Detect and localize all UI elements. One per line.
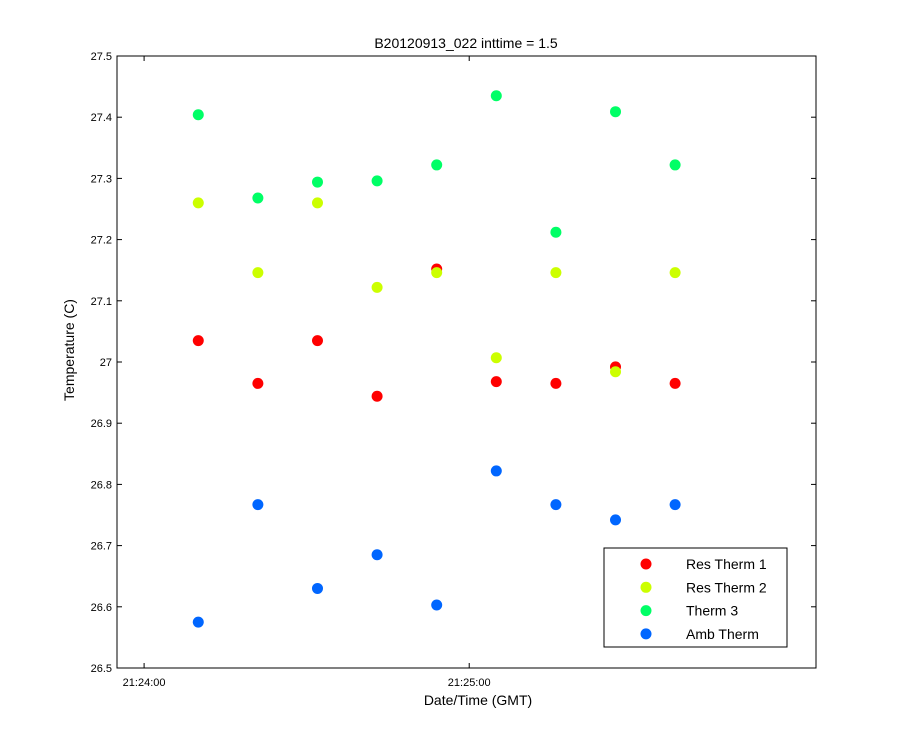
y-tick-label: 27.3 [91, 173, 112, 185]
x-axis: 21:24:00 21:25:00 [123, 56, 491, 689]
point-res-therm-2 [371, 281, 383, 293]
point-amb-therm [490, 465, 502, 477]
chart-title: B20120913_022 inttime = 1.5 [374, 35, 558, 51]
point-amb-therm [550, 499, 562, 511]
y-tick-label: 26.5 [91, 663, 112, 675]
point-therm-3 [192, 109, 204, 121]
y-tick-label: 26.6 [91, 602, 112, 614]
legend-label-amb-therm: Amb Therm [686, 626, 759, 642]
y-tick-label: 27.4 [91, 112, 112, 124]
legend-marker-res-therm-2 [640, 581, 652, 593]
point-res-therm-1 [669, 377, 681, 389]
point-res-therm-1 [550, 377, 562, 389]
point-res-therm-1 [252, 377, 264, 389]
point-res-therm-2 [252, 267, 264, 279]
legend-marker-res-therm-1 [640, 558, 652, 570]
y-tick-label: 26.9 [91, 418, 112, 430]
y-tick-label: 27.5 [91, 51, 112, 63]
legend: Res Therm 1 Res Therm 2 Therm 3 Amb Therm [603, 547, 788, 648]
point-amb-therm [192, 616, 204, 628]
point-res-therm-2 [431, 267, 443, 279]
x-tick-label: 21:25:00 [448, 677, 491, 689]
point-amb-therm [252, 499, 264, 511]
legend-label-therm-3: Therm 3 [686, 603, 738, 619]
y-tick-label: 26.8 [91, 479, 112, 491]
point-amb-therm [371, 549, 383, 561]
point-amb-therm [431, 599, 443, 611]
point-res-therm-2 [610, 366, 622, 378]
point-res-therm-1 [371, 390, 383, 402]
point-therm-3 [610, 106, 622, 118]
point-res-therm-2 [669, 267, 681, 279]
point-res-therm-2 [550, 267, 562, 279]
y-tick-label: 27 [100, 357, 112, 369]
x-axis-label: Date/Time (GMT) [424, 692, 532, 708]
point-therm-3 [311, 176, 323, 188]
y-tick-label: 27.1 [91, 296, 112, 308]
x-tick-label: 21:24:00 [123, 677, 166, 689]
point-amb-therm [669, 499, 681, 511]
point-res-therm-2 [192, 197, 204, 209]
data-points [192, 90, 681, 628]
point-therm-3 [252, 192, 264, 204]
point-res-therm-2 [490, 352, 502, 364]
point-therm-3 [550, 226, 562, 238]
y-axis: 26.5 26.6 26.7 26.8 26.9 27 27.1 27.2 27.3 27.4 27… [91, 51, 816, 675]
point-amb-therm [610, 514, 622, 526]
legend-label-res-therm-1: Res Therm 1 [686, 556, 767, 572]
y-tick-label: 27.2 [91, 235, 112, 247]
y-tick-label: 26.7 [91, 541, 112, 553]
point-therm-3 [431, 159, 443, 171]
point-res-therm-1 [490, 376, 502, 388]
legend-box [603, 547, 788, 648]
point-therm-3 [371, 175, 383, 187]
point-therm-3 [490, 90, 502, 102]
point-res-therm-1 [311, 335, 323, 347]
point-amb-therm [311, 582, 323, 594]
legend-marker-therm-3 [640, 605, 652, 617]
y-axis-label: Temperature (C) [61, 299, 77, 401]
point-res-therm-2 [311, 197, 323, 209]
point-res-therm-1 [192, 335, 204, 347]
legend-label-res-therm-2: Res Therm 2 [686, 579, 767, 595]
legend-marker-amb-therm [640, 628, 652, 640]
point-therm-3 [669, 159, 681, 171]
